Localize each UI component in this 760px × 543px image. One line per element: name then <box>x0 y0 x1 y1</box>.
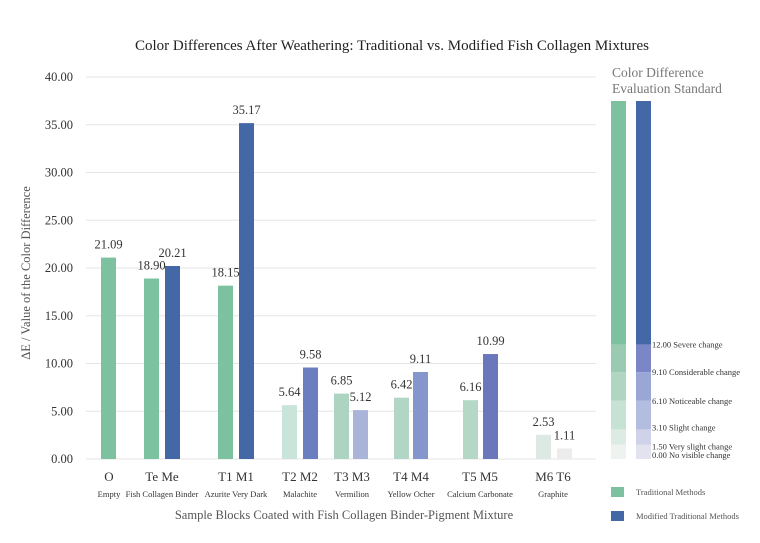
x-tick-codes: T4 M4 <box>393 469 429 484</box>
x-tick-codes: T2 M2 <box>282 469 318 484</box>
legend-swatch <box>611 511 624 521</box>
bar-modified <box>239 123 254 460</box>
standard-level-label: 1.50 Very slight change <box>652 442 732 452</box>
data-label: 10.99 <box>476 334 504 348</box>
y-tick-label: 0.00 <box>51 452 73 466</box>
bar-traditional <box>394 397 409 459</box>
standard-band-traditional <box>611 400 626 430</box>
data-label: 1.11 <box>554 428 575 442</box>
bar-traditional <box>334 393 349 459</box>
legend-label: Traditional Methods <box>636 487 705 497</box>
legend: Traditional Methods Modified Traditional … <box>611 487 739 521</box>
x-axis-label: Sample Blocks Coated with Fish Collagen … <box>175 508 514 522</box>
y-tick-label: 15.00 <box>45 309 73 323</box>
y-tick-label: 35.00 <box>45 118 73 132</box>
y-tick-label: 20.00 <box>45 261 73 275</box>
bar-traditional <box>463 400 478 459</box>
legend-label: Modified Traditional Methods <box>636 511 739 521</box>
standard-band-traditional <box>611 429 626 445</box>
data-label: 2.53 <box>533 415 555 429</box>
x-tick-category: Malachite <box>283 489 317 499</box>
legend-swatch <box>611 487 624 497</box>
y-tick-label: 10.00 <box>45 357 73 371</box>
x-tick-codes: M6 T6 <box>535 469 571 484</box>
bar-modified <box>483 354 498 459</box>
y-axis-ticks: 0.00 5.00 10.00 15.00 20.00 25.00 30.00 35.00 40… <box>45 70 73 466</box>
data-label: 20.21 <box>158 246 186 260</box>
y-axis-label: ΔE / Value of the Color Difference <box>19 186 33 360</box>
x-tick-category: Azurite Very Dark <box>205 489 268 499</box>
standard-title: Evaluation Standard <box>612 81 722 96</box>
standard-band-traditional <box>611 444 626 459</box>
x-tick-codes: T5 M5 <box>462 469 498 484</box>
standard-band-modified <box>636 444 651 459</box>
standard-level-label: 3.10 Slight change <box>652 422 716 432</box>
bar-modified <box>303 367 318 459</box>
standard-band-traditional <box>611 372 626 401</box>
x-tick-category: Calcium Carbonate <box>447 489 513 499</box>
x-tick-category: Yellow Ocher <box>387 489 434 499</box>
y-tick-label: 40.00 <box>45 70 73 84</box>
standard-level-label: 0.00 No visible change <box>652 450 731 460</box>
x-tick-category: Vermilion <box>335 489 370 499</box>
bar-modified <box>165 265 180 459</box>
standard-band-traditional <box>611 101 626 345</box>
standard-band-modified <box>636 429 651 445</box>
data-label: 18.15 <box>211 266 239 280</box>
standard-band-traditional <box>611 344 626 373</box>
y-tick-label: 30.00 <box>45 166 73 180</box>
data-label: 5.64 <box>279 385 302 399</box>
x-tick-codes: T3 M3 <box>334 469 370 484</box>
bar-modified <box>353 410 368 459</box>
data-label: 6.16 <box>460 380 482 394</box>
bar-traditional <box>218 285 233 459</box>
chart-title: Color Differences After Weathering: Trad… <box>135 38 649 54</box>
data-label: 21.09 <box>94 238 122 252</box>
standard-level-label: 9.10 Considerable change <box>652 367 740 377</box>
bar-traditional <box>282 405 297 459</box>
y-tick-label: 25.00 <box>45 213 73 227</box>
standard-band-modified <box>636 372 651 401</box>
standard-title: Color Difference <box>612 65 704 80</box>
bar-traditional <box>144 278 159 459</box>
data-label: 35.17 <box>232 103 260 117</box>
data-label: 18.90 <box>137 259 165 273</box>
standard-band-modified <box>636 400 651 430</box>
standard-level-label: 12.00 Severe change <box>652 339 723 349</box>
bar-traditional <box>101 257 116 459</box>
x-tick-codes: O <box>104 469 113 484</box>
bar-modified <box>536 434 551 459</box>
x-axis-categories: O Empty Te Me Fish Collagen Binder T1 M1 Azur… <box>98 469 572 499</box>
x-tick-category: Fish Collagen Binder <box>126 489 199 499</box>
data-label: 9.58 <box>300 348 322 362</box>
standard-band-modified <box>636 344 651 373</box>
data-label: 5.12 <box>350 390 372 404</box>
data-label: 9.11 <box>410 352 431 366</box>
x-tick-category: Empty <box>98 489 121 499</box>
bar-traditional <box>557 448 572 459</box>
y-tick-label: 5.00 <box>51 404 73 418</box>
bar-modified <box>413 371 428 459</box>
x-tick-codes: T1 M1 <box>218 469 254 484</box>
standard-level-label: 6.10 Noticeable change <box>652 396 732 406</box>
data-label: 6.42 <box>391 378 413 392</box>
standard-band-modified <box>636 101 651 345</box>
x-tick-codes: Te Me <box>145 469 179 484</box>
data-label: 6.85 <box>331 374 353 388</box>
x-tick-category: Graphite <box>538 489 568 499</box>
